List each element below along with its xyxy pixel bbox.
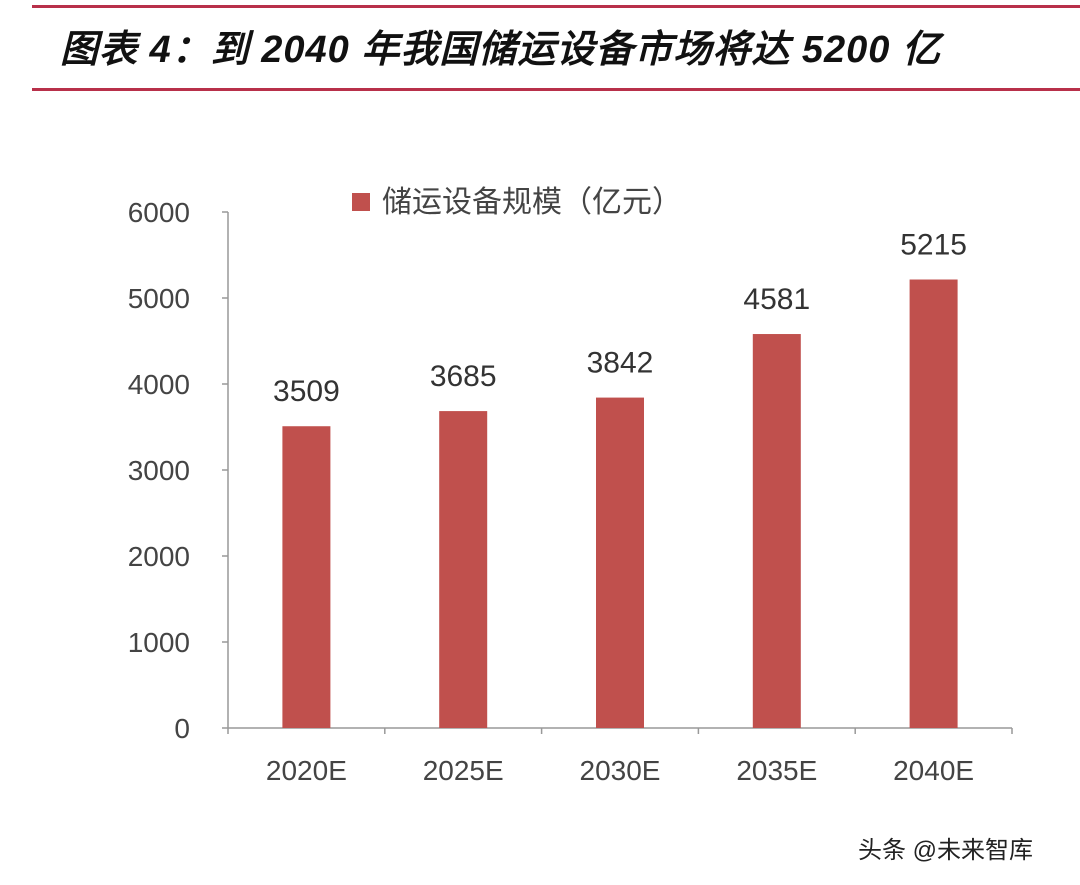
y-tick-label: 5000 xyxy=(128,283,190,314)
data-label: 3842 xyxy=(587,347,654,380)
x-tick-label: 2040E xyxy=(893,755,974,786)
x-tick-label: 2020E xyxy=(266,755,347,786)
bar xyxy=(439,411,488,728)
y-tick-label: 6000 xyxy=(128,197,190,228)
bar xyxy=(909,279,958,728)
legend-label: 储运设备规模（亿元） xyxy=(382,185,682,220)
data-label: 3685 xyxy=(430,360,497,393)
y-tick-label: 4000 xyxy=(128,369,190,400)
top-rule xyxy=(32,5,1080,8)
y-tick-label: 0 xyxy=(174,713,190,744)
data-label: 5215 xyxy=(900,229,967,262)
y-tick-label: 2000 xyxy=(128,541,190,572)
legend-swatch xyxy=(352,193,370,211)
bottom-rule xyxy=(32,88,1080,91)
y-tick-label: 1000 xyxy=(128,627,190,658)
x-tick-label: 2030E xyxy=(580,755,661,786)
watermark: 头条 @未来智库 xyxy=(858,837,1034,864)
data-label: 4581 xyxy=(743,283,810,316)
figure-title: 图表 4：到 2040 年我国储运设备市场将达 5200 亿 xyxy=(60,29,941,71)
y-tick-label: 3000 xyxy=(128,455,190,486)
data-label: 3509 xyxy=(273,375,340,408)
x-tick-label: 2025E xyxy=(423,755,504,786)
x-tick-label: 2035E xyxy=(736,755,817,786)
bar xyxy=(282,426,331,728)
bar xyxy=(596,397,644,728)
bar xyxy=(752,334,801,728)
